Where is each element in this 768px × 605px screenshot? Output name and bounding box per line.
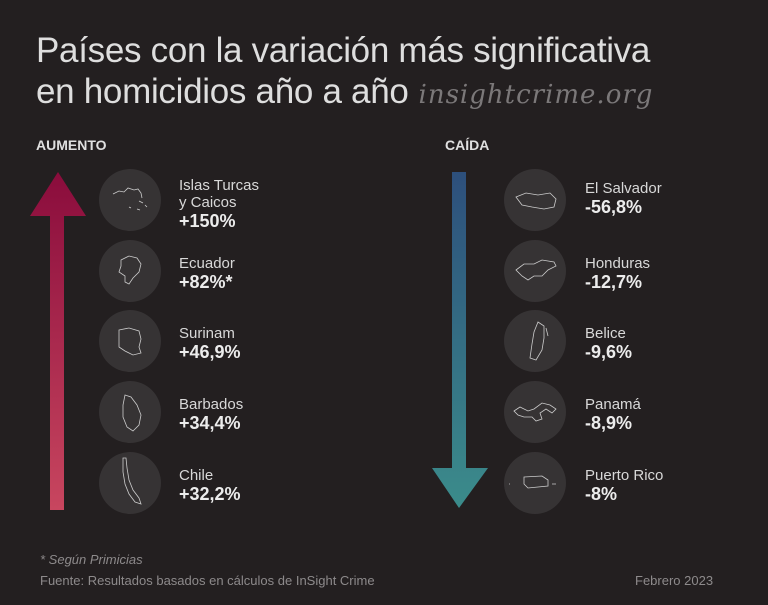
site-logo: insightcrime.org bbox=[418, 80, 654, 110]
map-surinam-icon bbox=[99, 310, 161, 372]
down-arrow-icon bbox=[432, 172, 488, 508]
country-item: Barbados +34,4% bbox=[179, 396, 244, 433]
up-arrow-icon bbox=[30, 172, 86, 510]
map-puerto-rico-icon bbox=[504, 452, 566, 514]
increase-heading: AUMENTO bbox=[36, 137, 107, 153]
country-item: Honduras -12,7% bbox=[585, 255, 651, 292]
country-item: Panamá -8,9% bbox=[585, 396, 641, 433]
map-ecuador-icon bbox=[99, 240, 161, 302]
date-label: Febrero 2023 bbox=[635, 573, 714, 588]
country-item: Ecuador +82%* bbox=[179, 255, 235, 292]
map-chile-icon bbox=[99, 452, 161, 514]
map-barbados-icon bbox=[99, 381, 161, 443]
title-line-1: Países con la variación más significativ… bbox=[36, 31, 651, 70]
country-item: Surinam +46,9% bbox=[179, 325, 241, 362]
page-title: Países con la variación más significativ… bbox=[36, 30, 653, 116]
map-honduras-icon bbox=[504, 240, 566, 302]
map-panama-icon bbox=[504, 381, 566, 443]
country-item: El Salvador -56,8% bbox=[585, 180, 662, 217]
decrease-heading: CAÍDA bbox=[445, 137, 490, 153]
map-el-salvador-icon bbox=[504, 169, 566, 231]
source-note: Fuente: Resultados basados en cálculos d… bbox=[40, 573, 375, 588]
title-line-2: en homicidios año a año bbox=[36, 72, 409, 111]
footnote: * Según Primicias bbox=[40, 552, 143, 567]
map-belize-icon bbox=[504, 310, 566, 372]
country-item: Belice -9,6% bbox=[585, 325, 633, 362]
country-item: Puerto Rico -8% bbox=[585, 467, 664, 504]
country-item: Islas Turcas y Caicos +150% bbox=[179, 177, 260, 231]
map-turks-caicos-icon bbox=[99, 169, 161, 231]
country-item: Chile +32,2% bbox=[179, 467, 241, 504]
